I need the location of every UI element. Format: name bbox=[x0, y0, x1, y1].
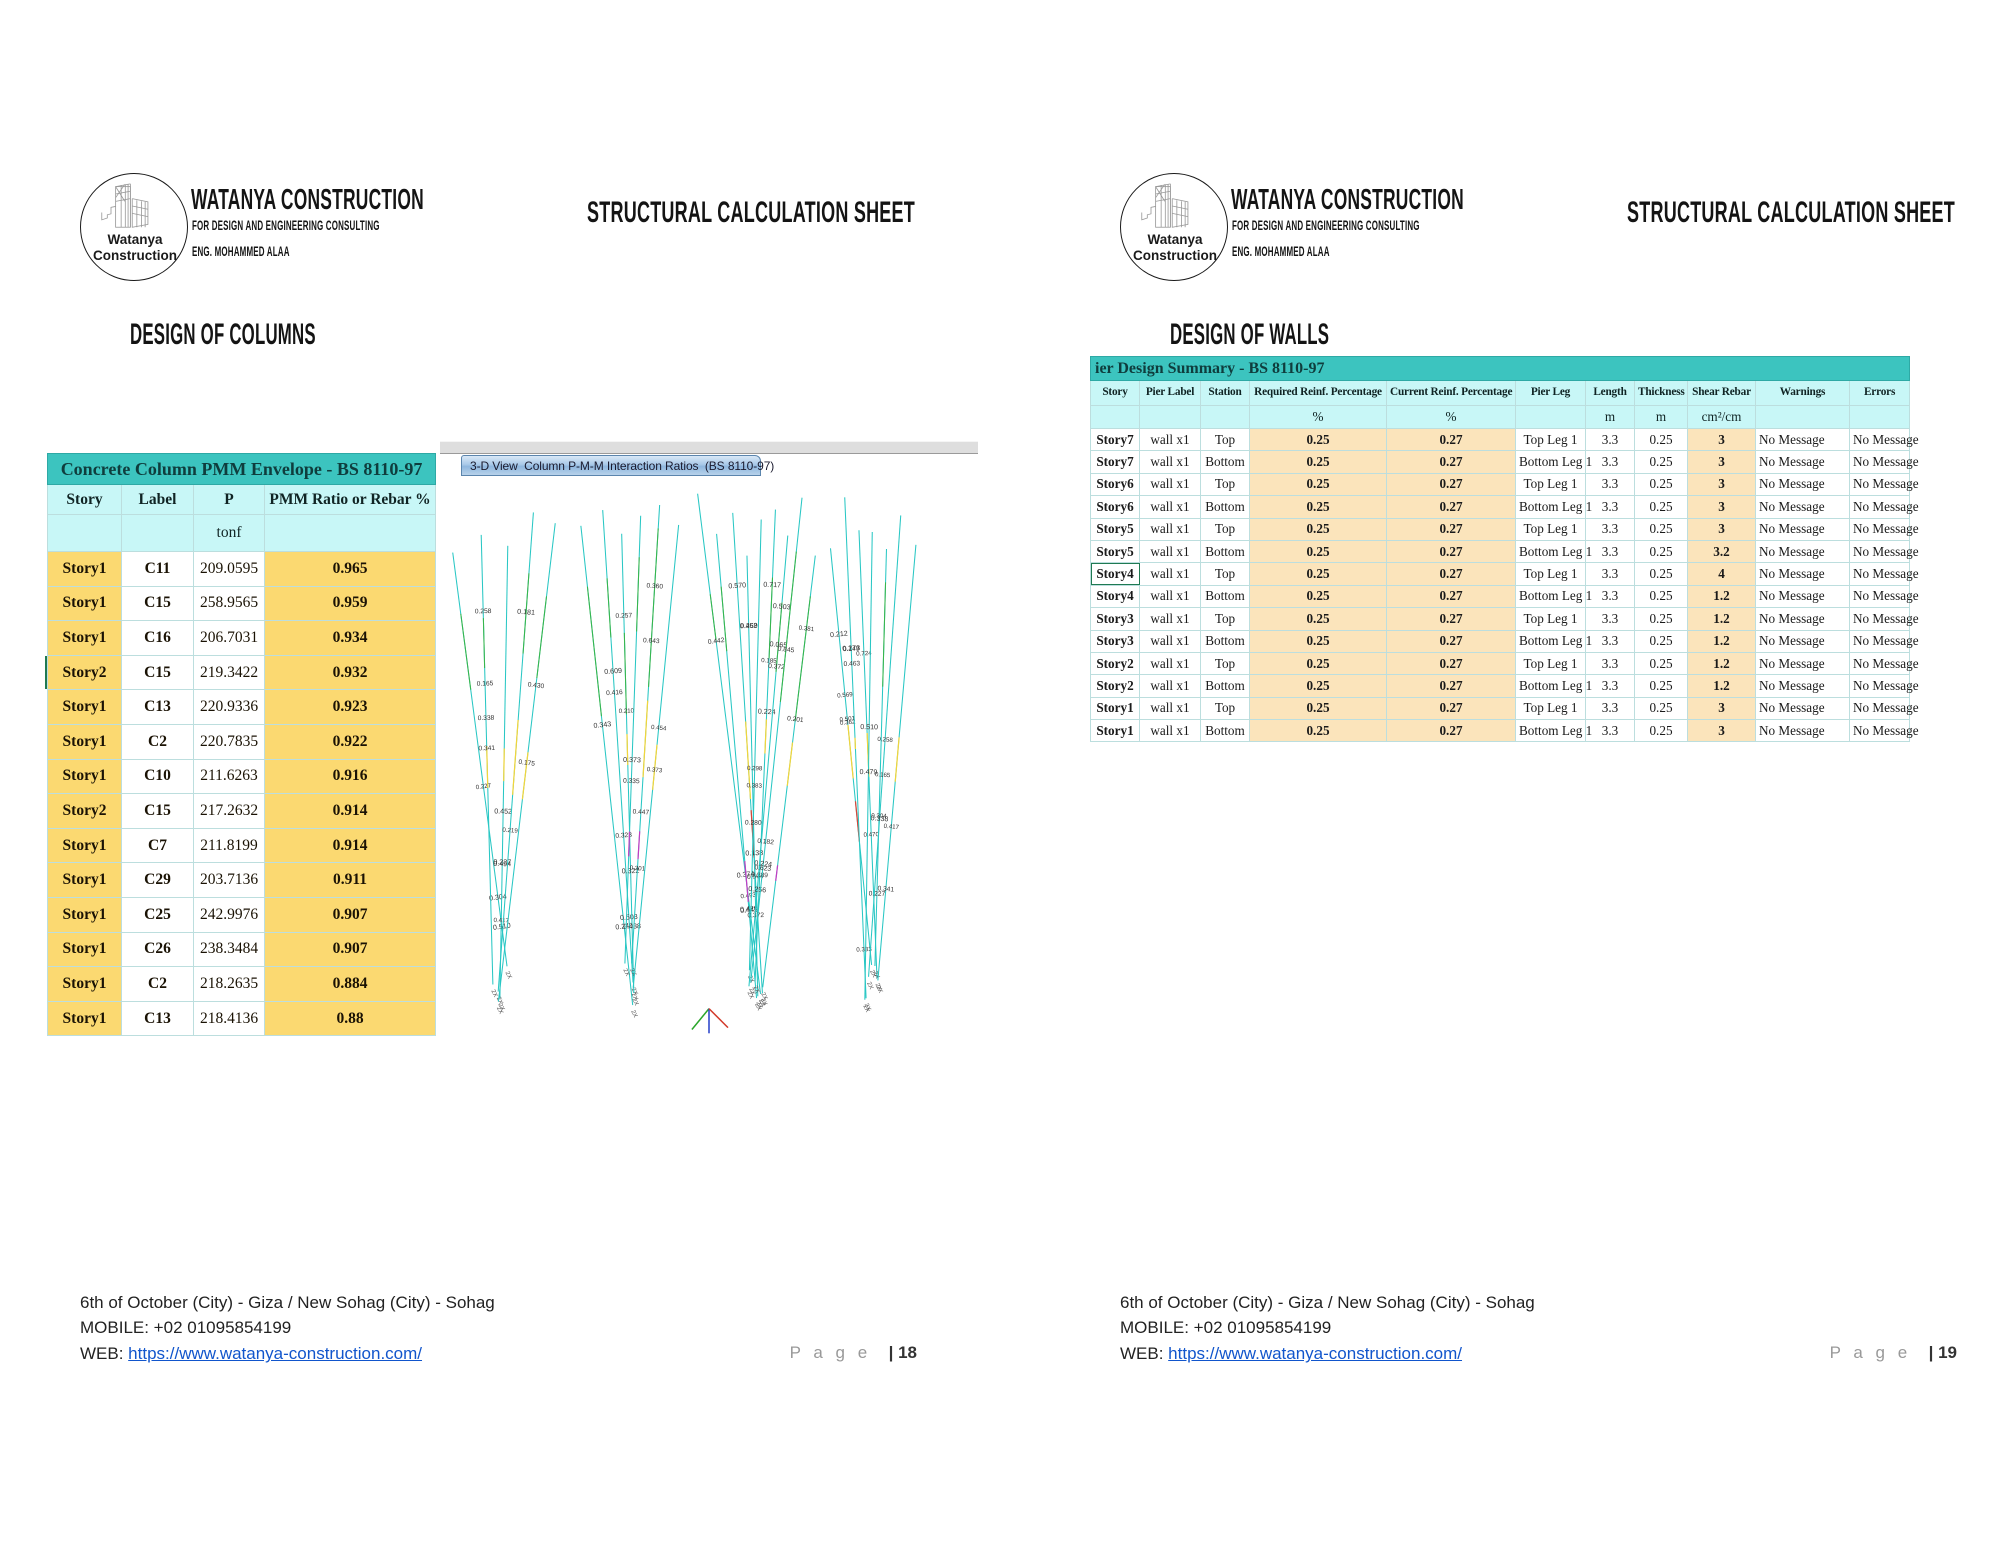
svg-text:2X: 2X bbox=[629, 1009, 639, 1019]
svg-text:0.210: 0.210 bbox=[619, 708, 635, 715]
svg-text:0.301: 0.301 bbox=[630, 865, 646, 873]
svg-text:0.289: 0.289 bbox=[751, 872, 768, 880]
svg-text:0.373: 0.373 bbox=[623, 756, 641, 765]
svg-text:0.372: 0.372 bbox=[768, 663, 785, 671]
svg-text:0.463: 0.463 bbox=[843, 660, 860, 668]
svg-text:0.570: 0.570 bbox=[728, 581, 746, 590]
svg-text:0.262: 0.262 bbox=[740, 623, 757, 630]
svg-text:0.298: 0.298 bbox=[747, 765, 763, 772]
svg-text:0.341: 0.341 bbox=[478, 745, 495, 752]
svg-text:0.360: 0.360 bbox=[646, 583, 663, 591]
svg-text:0.201: 0.201 bbox=[787, 715, 805, 724]
svg-text:0.845: 0.845 bbox=[777, 646, 795, 655]
svg-text:0.442: 0.442 bbox=[708, 637, 726, 646]
svg-text:0.383: 0.383 bbox=[746, 782, 762, 789]
svg-text:0.430: 0.430 bbox=[527, 681, 545, 690]
svg-text:0.227: 0.227 bbox=[493, 858, 511, 866]
svg-text:0.341: 0.341 bbox=[877, 885, 894, 893]
svg-text:0.258: 0.258 bbox=[877, 736, 893, 744]
svg-text:0.257: 0.257 bbox=[615, 612, 632, 619]
svg-text:0.338: 0.338 bbox=[478, 715, 495, 722]
svg-text:0.503: 0.503 bbox=[620, 913, 638, 922]
svg-text:0.227: 0.227 bbox=[475, 782, 492, 791]
svg-text:0.335: 0.335 bbox=[623, 778, 640, 786]
svg-text:0.381: 0.381 bbox=[798, 625, 815, 634]
svg-text:0.219: 0.219 bbox=[502, 827, 518, 835]
svg-text:0.165: 0.165 bbox=[875, 771, 891, 779]
svg-text:0.643: 0.643 bbox=[643, 637, 660, 645]
svg-text:0.256: 0.256 bbox=[748, 885, 766, 894]
svg-text:0.454: 0.454 bbox=[651, 724, 668, 733]
svg-text:0.609: 0.609 bbox=[604, 667, 622, 676]
svg-text:0.212: 0.212 bbox=[830, 630, 849, 640]
svg-text:0.447: 0.447 bbox=[632, 808, 649, 816]
svg-text:0.510: 0.510 bbox=[860, 723, 878, 731]
svg-text:2X: 2X bbox=[865, 981, 875, 991]
svg-text:0.470: 0.470 bbox=[863, 831, 879, 839]
svg-text:0.503: 0.503 bbox=[772, 602, 790, 611]
svg-text:0.258: 0.258 bbox=[475, 608, 492, 615]
svg-text:0.717: 0.717 bbox=[763, 581, 781, 590]
svg-text:2X: 2X bbox=[504, 970, 514, 980]
svg-text:0.182: 0.182 bbox=[757, 838, 775, 847]
svg-text:0.416: 0.416 bbox=[606, 689, 623, 697]
svg-text:0.569: 0.569 bbox=[837, 691, 854, 700]
svg-text:0.181: 0.181 bbox=[517, 608, 535, 617]
svg-text:0.338: 0.338 bbox=[870, 814, 888, 823]
svg-text:2X: 2X bbox=[872, 970, 882, 980]
svg-text:0.372: 0.372 bbox=[747, 912, 764, 919]
svg-text:0.175: 0.175 bbox=[518, 759, 536, 768]
svg-text:0.417: 0.417 bbox=[883, 823, 900, 831]
svg-text:0.373: 0.373 bbox=[646, 766, 663, 775]
svg-text:0.452: 0.452 bbox=[494, 807, 512, 815]
svg-text:0.280: 0.280 bbox=[745, 819, 762, 826]
svg-text:0.165: 0.165 bbox=[477, 680, 494, 687]
svg-text:0.343: 0.343 bbox=[593, 720, 612, 730]
